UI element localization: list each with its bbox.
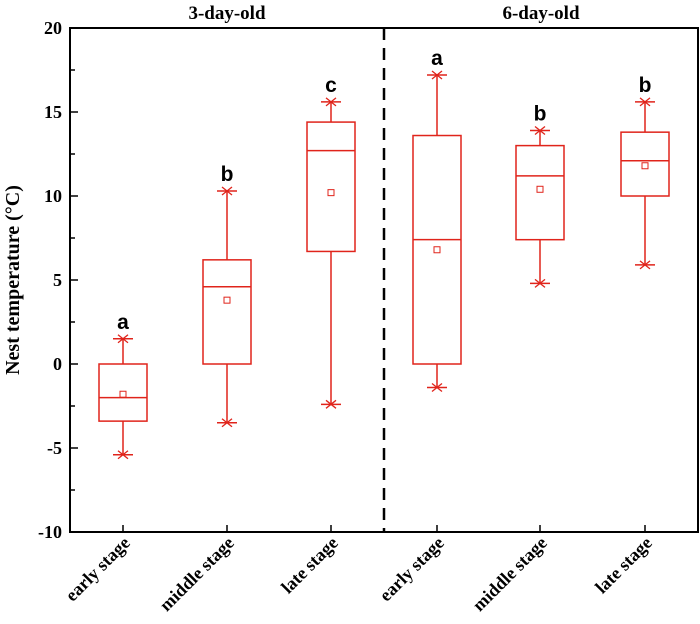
outlier-cross <box>221 418 233 428</box>
chart-labels: Nest temperature (°C) 3-day-old 6-day-ol… <box>2 3 656 615</box>
x-category-label: middle stage <box>468 533 550 615</box>
box-3-day-old-early-stage <box>98 334 148 460</box>
iqr-box <box>515 144 565 241</box>
y-tick-label: 15 <box>44 102 62 122</box>
significance-letter: b <box>534 102 547 125</box>
outlier-cross <box>534 278 546 288</box>
outlier-cross <box>325 97 337 107</box>
x-category-label: late stage <box>591 533 656 598</box>
outlier-cross <box>325 399 337 409</box>
mean-marker <box>641 162 649 170</box>
outlier-cross <box>639 97 651 107</box>
iqr-box <box>98 363 148 422</box>
iqr-box <box>202 259 252 365</box>
outlier-cross <box>431 70 443 80</box>
significance-letter: a <box>431 47 443 70</box>
panel-title-3-day-old: 3-day-old <box>188 3 266 24</box>
y-tick-label: -10 <box>38 522 62 542</box>
y-axis-title: Nest temperature (°C) <box>2 185 24 375</box>
significance-letter: b <box>221 163 234 186</box>
mean-marker <box>327 189 335 197</box>
x-category-label: early stage <box>61 533 133 605</box>
box-3-day-old-late-stage <box>306 97 356 409</box>
mean-marker <box>433 246 441 254</box>
y-tick-label: 5 <box>53 270 62 290</box>
outlier-cross <box>117 334 129 344</box>
y-tick-label: -5 <box>47 438 62 458</box>
box-6-day-old-early-stage <box>412 70 462 393</box>
iqr-box <box>306 121 356 253</box>
mean-marker <box>119 390 127 398</box>
outlier-cross <box>639 260 651 270</box>
box-6-day-old-late-stage <box>620 97 670 270</box>
x-category-label: late stage <box>277 533 342 598</box>
y-tick-label: 10 <box>44 186 62 206</box>
box-6-day-old-middle-stage <box>515 125 565 288</box>
mean-marker <box>536 185 544 193</box>
box-series <box>98 70 670 460</box>
x-category-label: early stage <box>375 533 447 605</box>
significance-letter: c <box>325 74 337 97</box>
outlier-cross <box>534 125 546 135</box>
outlier-cross <box>221 186 233 196</box>
plot-frame <box>69 27 699 533</box>
iqr-box <box>620 131 670 197</box>
y-tick-label: 0 <box>53 354 62 374</box>
mean-marker <box>223 296 231 304</box>
outlier-cross <box>117 450 129 460</box>
significance-letter: a <box>117 311 129 334</box>
y-tick-label: 20 <box>44 18 62 38</box>
significance-letter: b <box>639 74 652 97</box>
iqr-box <box>412 134 462 365</box>
x-category-label: middle stage <box>155 533 237 615</box>
panel-title-6-day-old: 6-day-old <box>502 3 580 24</box>
outlier-cross <box>431 383 443 393</box>
box-3-day-old-middle-stage <box>202 186 252 428</box>
